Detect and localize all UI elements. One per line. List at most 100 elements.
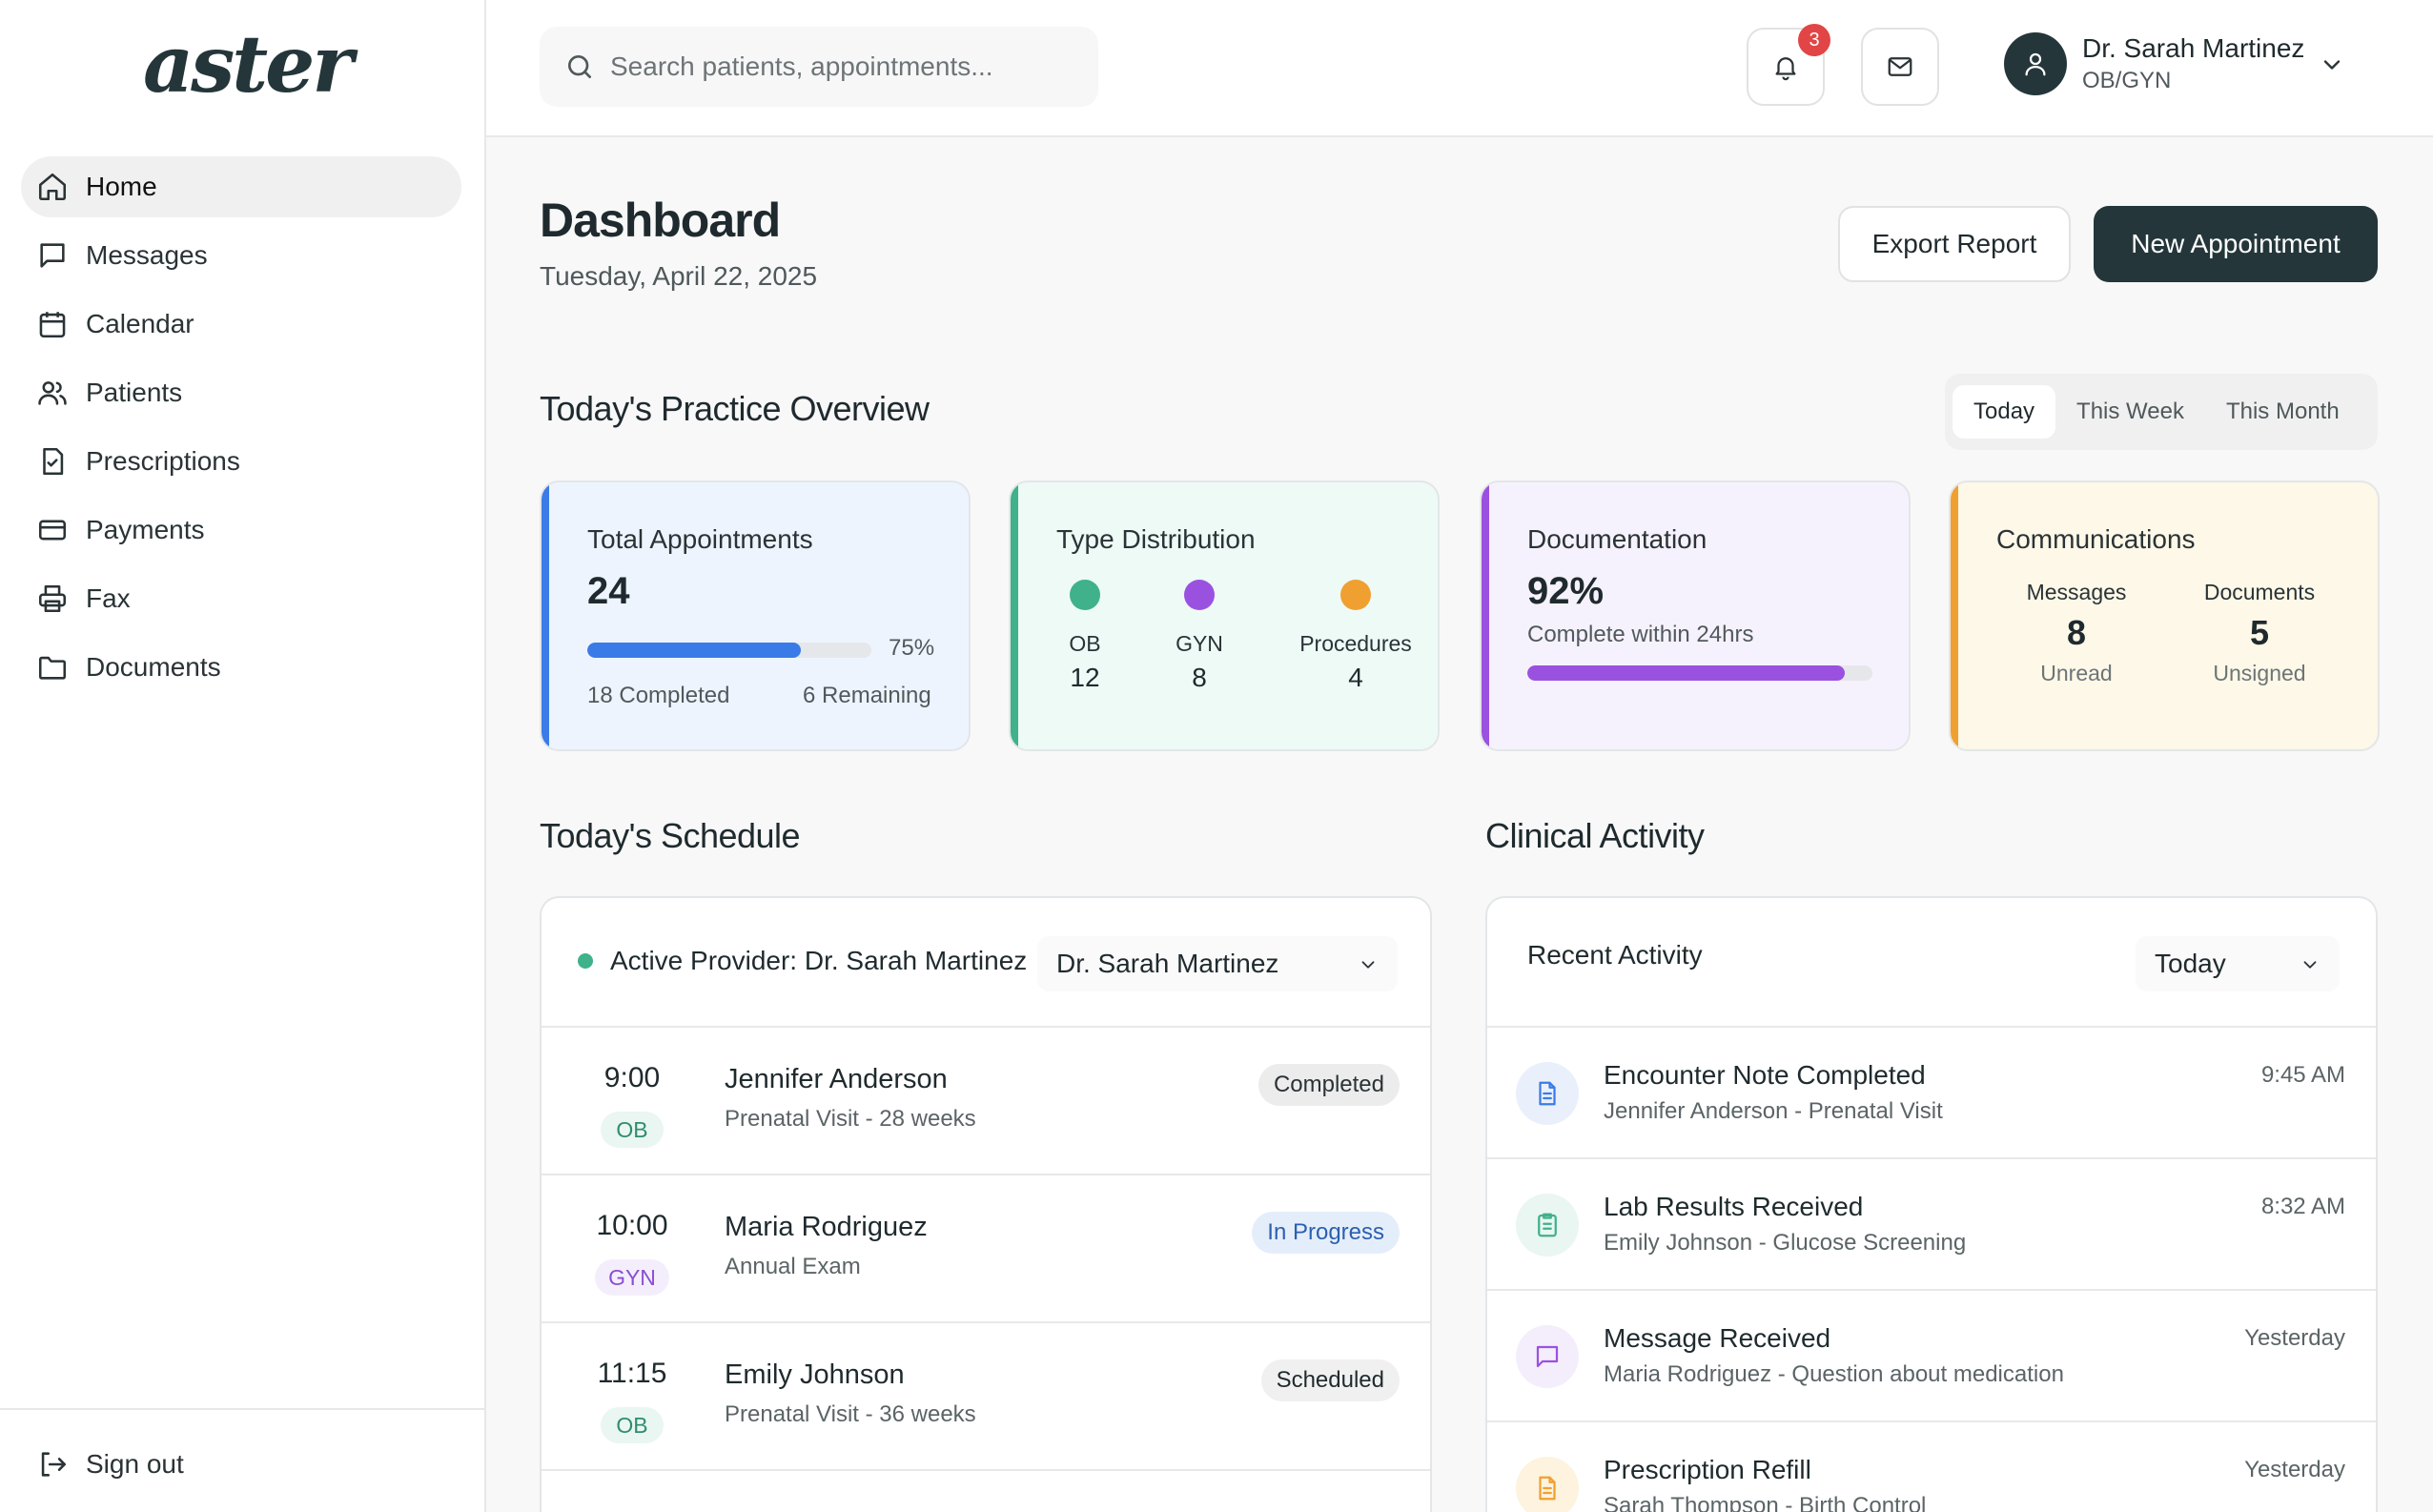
users-icon xyxy=(36,377,69,409)
total-appointments-value: 24 xyxy=(587,570,630,612)
activity-title: Lab Results Received xyxy=(1604,1192,1864,1221)
notifications-button[interactable]: 3 xyxy=(1747,24,1830,106)
mail-button[interactable] xyxy=(1861,28,1939,106)
sidebar-item-home[interactable]: Home xyxy=(21,156,461,217)
active-provider-label: Active Provider: Dr. Sarah Martinez xyxy=(610,946,1028,975)
sign-out-button[interactable]: Sign out xyxy=(36,1448,184,1481)
folder-icon xyxy=(36,651,69,684)
topbar: 3 Dr. Sarah Martinez OB/GYN xyxy=(486,0,2433,137)
overview-title: Today's Practice Overview xyxy=(540,389,930,428)
sidebar-item-label: Fax xyxy=(86,583,131,613)
appointment-description: Prenatal Visit - 28 weeks xyxy=(725,1106,976,1132)
tab-this-month[interactable]: This Month xyxy=(2225,398,2340,424)
activity-time: 8:32 AM xyxy=(2260,1194,2345,1219)
document-icon xyxy=(1516,1062,1579,1125)
activity-time: 9:45 AM xyxy=(2260,1062,2345,1088)
sign-out-label: Sign out xyxy=(86,1449,184,1479)
sign-out-icon xyxy=(36,1448,69,1481)
user-menu[interactable]: Dr. Sarah Martinez OB/GYN xyxy=(2004,32,2304,95)
documents-stat: Documents 5 Unsigned xyxy=(2183,580,2336,686)
home-icon xyxy=(36,171,69,203)
status-badge: In Progress xyxy=(1252,1212,1400,1254)
activity-row[interactable]: Lab Results Received Emily Johnson - Glu… xyxy=(1487,1159,2376,1291)
printer-icon xyxy=(36,582,69,615)
sidebar-item-label: Payments xyxy=(86,515,205,544)
user-icon xyxy=(2021,50,2050,78)
page-date: Tuesday, April 22, 2025 xyxy=(540,261,818,291)
appointments-progress-bar xyxy=(587,643,871,658)
card-accent xyxy=(1951,482,1958,749)
search-bar[interactable] xyxy=(540,27,1098,107)
sidebar-item-calendar[interactable]: Calendar xyxy=(21,294,461,355)
activity-title: Message Received xyxy=(1604,1323,1831,1353)
activity-filter-value: Today xyxy=(2155,949,2226,978)
user-name: Dr. Sarah Martinez xyxy=(2082,33,2305,63)
prescription-icon xyxy=(1516,1457,1579,1512)
sidebar-item-prescriptions[interactable]: Prescriptions xyxy=(21,431,461,492)
activity-filter-select[interactable]: Today xyxy=(2136,936,2340,991)
sidebar-item-patients[interactable]: Patients xyxy=(21,362,461,423)
sidebar-item-payments[interactable]: Payments xyxy=(21,500,461,561)
activity-description: Emily Johnson - Glucose Screening xyxy=(1604,1230,1967,1256)
documents-value: 5 xyxy=(2249,613,2270,652)
schedule-row[interactable]: 9:00 OB Jennifer Anderson Prenatal Visit… xyxy=(542,1028,1430,1175)
activity-row[interactable]: Encounter Note Completed Jennifer Anders… xyxy=(1487,1028,2376,1159)
appointment-type-badge: OB xyxy=(601,1112,664,1148)
new-appointment-button[interactable]: New Appointment xyxy=(2094,206,2378,282)
export-report-button[interactable]: Export Report xyxy=(1838,206,2071,282)
activity-description: Sarah Thompson - Birth Control xyxy=(1604,1493,1927,1512)
appointment-time: 10:00 xyxy=(596,1210,668,1241)
sidebar-item-fax[interactable]: Fax xyxy=(21,568,461,629)
remaining-count: 6 Remaining xyxy=(803,683,931,708)
range-tabs: Today This Week This Month xyxy=(1945,374,2378,450)
chevron-down-icon[interactable] xyxy=(2319,51,2345,78)
sidebar-item-label: Prescriptions xyxy=(86,446,240,476)
appointment-time: 11:15 xyxy=(597,1358,667,1389)
sidebar: aster Home Messages Calendar Patients xyxy=(0,0,486,1512)
schedule-panel: Active Provider: Dr. Sarah Martinez Dr. … xyxy=(540,896,1432,1512)
documentation-card[interactable]: Documentation 92% Complete within 24hrs xyxy=(1480,480,1911,751)
type-distribution-card[interactable]: Type Distribution OB 12 GYN 8 Procedures… xyxy=(1009,480,1440,751)
distribution-ob: OB 12 xyxy=(1018,580,1152,693)
patient-name: Maria Rodriguez xyxy=(725,1212,928,1242)
activity-description: Jennifer Anderson - Prenatal Visit xyxy=(1604,1098,1943,1124)
activity-row[interactable]: Prescription Refill Sarah Thompson - Bir… xyxy=(1487,1422,2376,1512)
tab-this-week[interactable]: This Week xyxy=(2076,398,2184,424)
gyn-dot xyxy=(1184,580,1215,610)
notification-badge: 3 xyxy=(1798,24,1830,56)
activity-row[interactable]: Message Received Maria Rodriguez - Quest… xyxy=(1487,1291,2376,1422)
card-title: Type Distribution xyxy=(1056,524,1256,554)
status-badge: Completed xyxy=(1257,1064,1400,1106)
distribution-value: 8 xyxy=(1192,663,1207,692)
appointment-type-badge: GYN xyxy=(595,1259,669,1296)
tab-today[interactable]: Today xyxy=(1953,385,2056,439)
search-input[interactable] xyxy=(610,51,1068,82)
communications-card[interactable]: Communications Messages 8 Unread Documen… xyxy=(1949,480,2380,751)
appointment-description: Prenatal Visit - 36 weeks xyxy=(725,1401,976,1427)
activity-title: Prescription Refill xyxy=(1604,1455,1811,1484)
app-logo[interactable]: aster xyxy=(143,19,354,111)
appointments-percent: 75% xyxy=(889,635,935,661)
sidebar-item-documents[interactable]: Documents xyxy=(21,637,461,698)
schedule-row[interactable]: 10:00 GYN Maria Rodriguez Annual Exam In… xyxy=(542,1175,1430,1323)
chevron-down-icon xyxy=(2300,954,2321,975)
sidebar-nav: Home Messages Calendar Patients Prescrip… xyxy=(21,156,461,705)
distribution-gyn: GYN 8 xyxy=(1133,580,1266,693)
patient-name: Emily Johnson xyxy=(725,1359,905,1390)
distribution-value: 4 xyxy=(1348,663,1363,692)
schedule-title: Today's Schedule xyxy=(540,816,801,855)
documentation-value: 92% xyxy=(1527,570,1605,612)
documents-sub: Unsigned xyxy=(2213,661,2306,685)
activity-header: Recent Activity Today xyxy=(1487,898,2376,1028)
provider-select[interactable]: Dr. Sarah Martinez xyxy=(1037,936,1398,991)
total-appointments-card[interactable]: Total Appointments 24 75% 18 Completed 6… xyxy=(540,480,971,751)
sidebar-footer: Sign out xyxy=(0,1408,486,1512)
schedule-row[interactable]: 11:15 OB Emily Johnson Prenatal Visit - … xyxy=(542,1323,1430,1471)
sidebar-item-messages[interactable]: Messages xyxy=(21,225,461,286)
distribution-label: OB xyxy=(1069,631,1101,656)
avatar xyxy=(2004,32,2067,95)
active-provider: Active Provider: Dr. Sarah Martinez xyxy=(578,946,1027,976)
message-icon xyxy=(36,239,69,272)
completed-count: 18 Completed xyxy=(587,683,730,708)
activity-time: Yesterday xyxy=(2244,1325,2345,1351)
